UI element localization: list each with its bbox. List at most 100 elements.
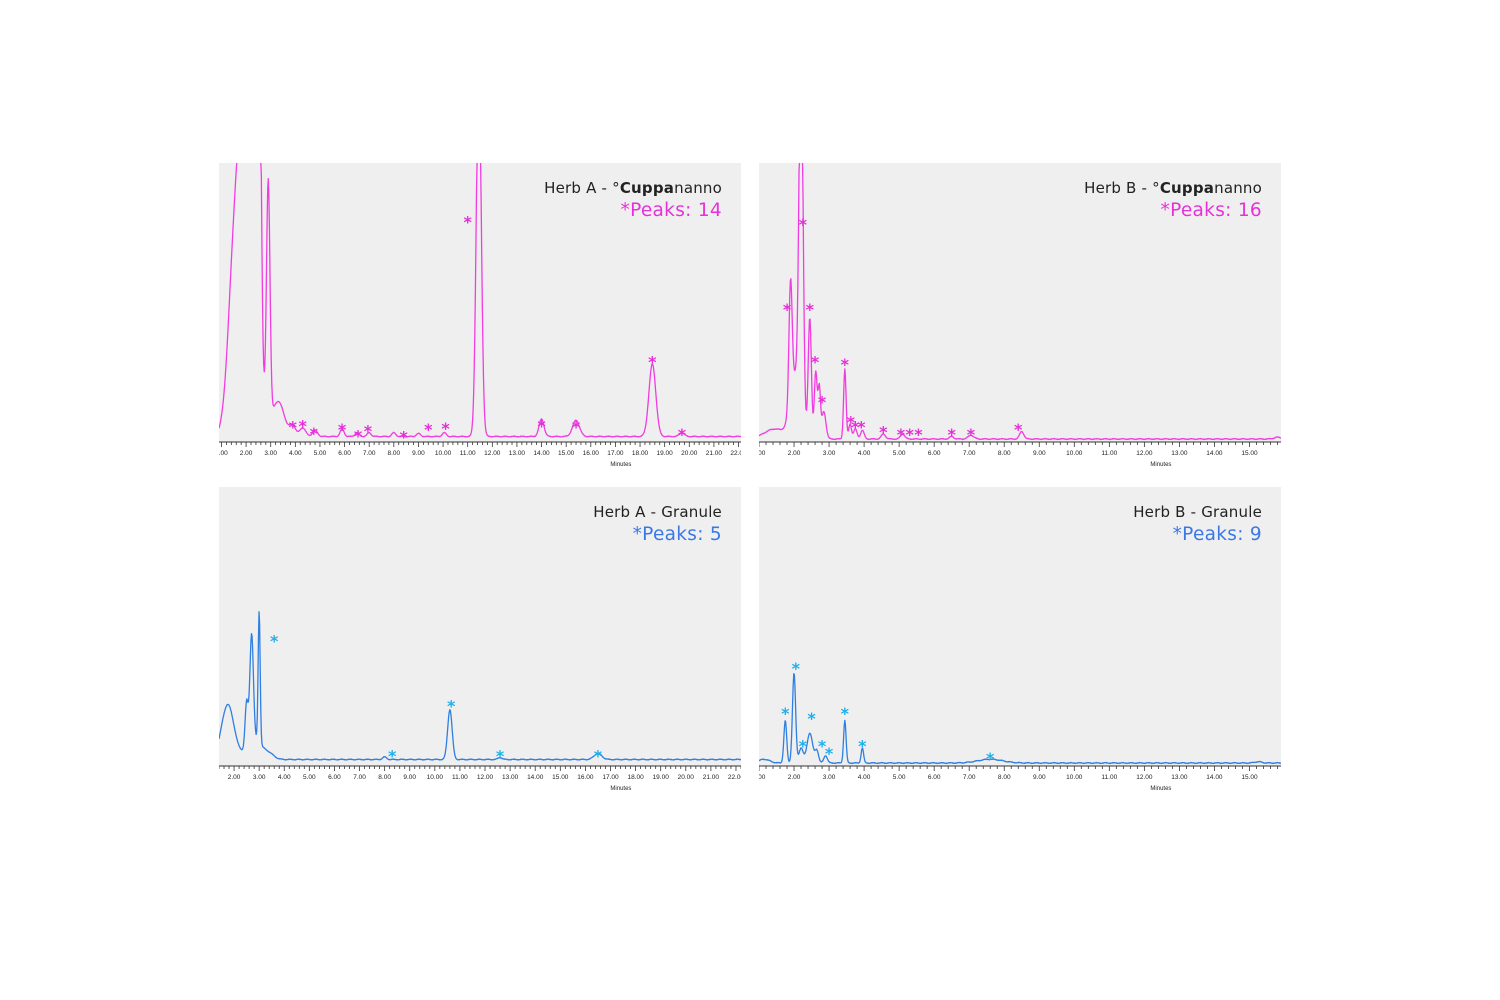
- x-tick-label: 2.00: [788, 774, 801, 781]
- x-tick-label: 5.00: [893, 774, 906, 781]
- peak-marker: *: [792, 659, 801, 678]
- panel-title-box: Herb B - °Cuppananno *Peaks: 16: [1084, 179, 1262, 221]
- x-axis-background: [219, 766, 741, 793]
- x-tick-label: 10.00: [1066, 774, 1083, 781]
- x-tick-label: 17.00: [607, 450, 624, 457]
- title-text: Herb A - Granule: [593, 503, 722, 521]
- peak-marker: *: [857, 418, 866, 437]
- x-tick-label: 1.00: [759, 774, 766, 781]
- panel-title-box: Herb A - Granule *Peaks: 5: [593, 503, 722, 545]
- x-tick-label: 6.00: [338, 450, 351, 457]
- peak-marker: *: [299, 416, 308, 435]
- chromatogram-svg: 1.00 2.00 3.00 4.00 5.00 6.00 7.00 8.00 9.00 10.0…: [219, 163, 741, 469]
- x-tick-label: 5.00: [893, 450, 906, 457]
- x-tick-label: 19.00: [657, 450, 674, 457]
- peak-marker: *: [1014, 420, 1023, 439]
- x-axis-background: [759, 442, 1281, 469]
- title-text: Herb A -: [544, 179, 613, 197]
- x-tick-label: 21.00: [703, 774, 720, 781]
- x-tick-label: 2.00: [788, 450, 801, 457]
- x-tick-label: 9.00: [403, 774, 416, 781]
- peak-marker: *: [781, 704, 790, 723]
- x-tick-label: 14.00: [1206, 774, 1223, 781]
- peaks-count: *Peaks: 9: [1172, 524, 1262, 545]
- x-tick-label: 17.00: [602, 774, 619, 781]
- peak-marker: *: [897, 425, 906, 444]
- x-tick-label: 6.00: [928, 450, 941, 457]
- x-tick-label: 21.00: [706, 450, 723, 457]
- peak-marker: *: [572, 418, 581, 437]
- x-tick-label: 3.00: [823, 450, 836, 457]
- panel-title: Herb A - Granule: [593, 503, 722, 521]
- x-tick-label: 7.00: [963, 774, 976, 781]
- x-tick-label: 13.00: [1171, 450, 1188, 457]
- x-tick-label: 6.00: [328, 774, 341, 781]
- x-tick-label: 15.00: [558, 450, 575, 457]
- x-tick-label: 4.00: [278, 774, 291, 781]
- x-tick-label: 9.00: [1033, 450, 1046, 457]
- peak-marker: *: [594, 747, 603, 766]
- x-tick-label: 9.00: [1033, 774, 1046, 781]
- peak-marker: *: [270, 632, 279, 651]
- x-tick-label: 13.00: [502, 774, 519, 781]
- peak-marker: *: [447, 697, 456, 716]
- x-tick-label: 20.00: [678, 774, 695, 781]
- x-tick-label: 6.00: [928, 774, 941, 781]
- x-tick-label: 2.00: [240, 450, 253, 457]
- x-tick-label: 11.00: [1101, 450, 1117, 457]
- chromatogram-svg: 1.00 2.00 3.00 4.00 5.00 6.00 7.00 8.00 9.00 10.0…: [759, 659, 1281, 793]
- brand-degree: °: [612, 179, 620, 197]
- peak-marker: *: [967, 425, 976, 444]
- peak-marker: *: [841, 704, 850, 723]
- peak-marker: *: [678, 425, 687, 444]
- x-tick-label: 11.00: [460, 450, 476, 457]
- peak-marker: *: [424, 420, 433, 439]
- x-tick-label: 3.00: [253, 774, 266, 781]
- chromatogram-herb-b-granule: 1.00 2.00 3.00 4.00 5.00 6.00 7.00 8.00 9.00 10.0…: [759, 487, 1281, 793]
- x-tick-label: 13.00: [509, 450, 526, 457]
- peaks-count: *Peaks: 16: [1160, 200, 1262, 221]
- title-text: Herb B - Granule: [1133, 503, 1262, 521]
- peak-marker: *: [947, 425, 956, 444]
- signal-trace: [759, 163, 1281, 441]
- x-tick-label: 18.00: [627, 774, 644, 781]
- brand-bold: Cuppa: [1159, 179, 1215, 197]
- peak-marker: *: [648, 353, 657, 372]
- x-tick-label: 8.00: [378, 774, 391, 781]
- brand-bold: Cuppa: [619, 179, 675, 197]
- x-tick-label: 1.00: [759, 450, 766, 457]
- peak-marker: *: [811, 353, 820, 372]
- chromatogram-svg: 2.00 3.00 4.00 5.00 6.00 7.00 8.00 9.00 10.00 11.…: [219, 611, 741, 793]
- x-tick-label: 5.00: [303, 774, 316, 781]
- x-tick-label: 11.00: [1101, 774, 1117, 781]
- chromatogram-herb-a-cuppananno: 1.00 2.00 3.00 4.00 5.00 6.00 7.00 8.00 9.00 10.0…: [219, 163, 741, 469]
- peak-marker: *: [851, 418, 860, 437]
- x-tick-label: 12.00: [1136, 450, 1153, 457]
- peak-marker: *: [338, 420, 347, 439]
- peak-marker: *: [388, 747, 397, 766]
- x-tick-label: 10.00: [1066, 450, 1083, 457]
- x-tick-label: 20.00: [681, 450, 698, 457]
- peak-marker: *: [807, 709, 816, 728]
- peak-marker: *: [986, 749, 995, 768]
- x-tick-label: 13.00: [1171, 774, 1188, 781]
- panel-title: Herb B - °Cuppananno: [1084, 179, 1262, 197]
- peak-marker: *: [879, 423, 888, 442]
- peak-marker: *: [858, 737, 867, 756]
- x-tick-label: 14.00: [527, 774, 544, 781]
- peak-marker: *: [799, 215, 808, 234]
- peak-marker: *: [441, 419, 450, 438]
- signal-trace: [219, 611, 741, 761]
- peak-marker: *: [806, 300, 815, 319]
- peak-marker: *: [537, 416, 546, 435]
- x-tick-label: 16.00: [583, 450, 600, 457]
- title-text: Herb B -: [1084, 179, 1153, 197]
- panel-title: Herb B - Granule: [1133, 503, 1262, 521]
- x-tick-label: 5.00: [314, 450, 327, 457]
- peak-marker: *: [354, 426, 363, 445]
- peak-marker: *: [825, 744, 834, 763]
- x-tick-label: 10.00: [435, 450, 452, 457]
- x-tick-label: 19.00: [653, 774, 670, 781]
- x-tick-label: 2.00: [228, 774, 241, 781]
- x-tick-label: 12.00: [484, 450, 501, 457]
